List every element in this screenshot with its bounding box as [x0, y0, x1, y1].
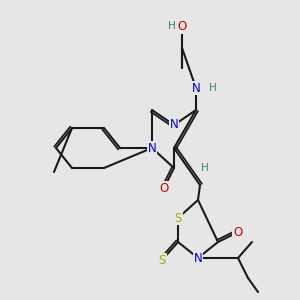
Text: N: N	[148, 142, 156, 154]
Text: S: S	[174, 212, 182, 224]
Text: S: S	[158, 254, 166, 266]
Text: H: H	[168, 21, 176, 31]
Text: O: O	[233, 226, 243, 238]
Text: H: H	[209, 83, 217, 93]
Text: N: N	[169, 118, 178, 131]
Text: N: N	[194, 251, 202, 265]
Text: O: O	[177, 20, 187, 34]
Text: O: O	[159, 182, 169, 194]
Text: N: N	[192, 82, 200, 94]
Text: H: H	[201, 163, 209, 173]
